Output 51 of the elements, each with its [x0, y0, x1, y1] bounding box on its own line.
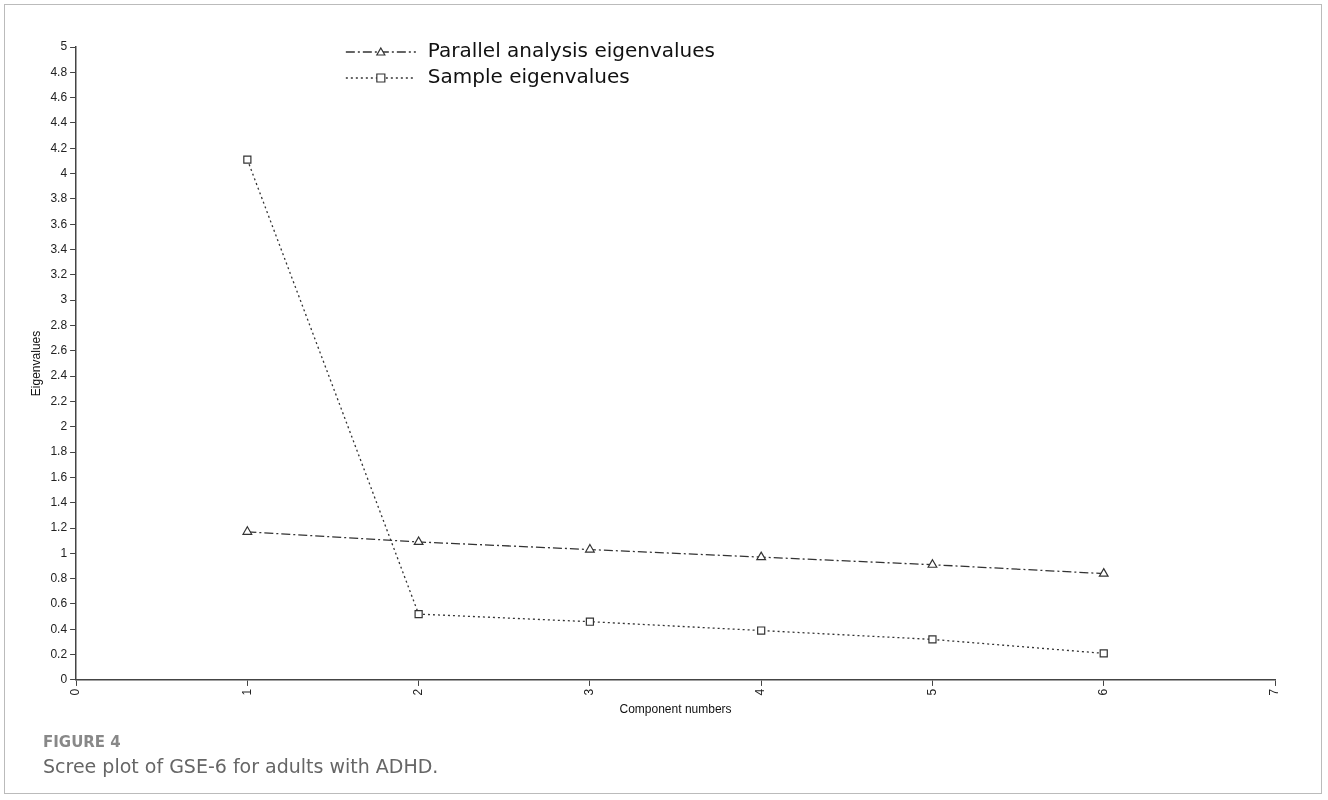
y-tick-label: 2.6 [50, 343, 68, 358]
y-tick-label: 2 [60, 419, 68, 434]
x-tick-label: 4 [753, 688, 768, 696]
y-tick-label: 1.4 [50, 495, 68, 510]
point [756, 551, 767, 561]
y-tick-label: 4.2 [50, 140, 68, 155]
x-tick-label: 5 [924, 688, 939, 696]
y-tick-label: 2.8 [50, 317, 68, 332]
y-tick-label: 1.6 [50, 469, 68, 484]
x-tick-label: 6 [1096, 688, 1111, 696]
y-tick-label: 1 [60, 545, 68, 560]
text: Scree plot of GSE-6 for adults with ADHD. [43, 755, 439, 777]
y-tick-label: 3.2 [50, 267, 68, 282]
x-tick-label: 7 [1267, 688, 1282, 696]
legend-label: Sample eigenvalues [427, 64, 630, 89]
y-tick-label: 4.8 [50, 64, 68, 79]
y-tick-label: 0.2 [50, 646, 68, 661]
point [1099, 649, 1108, 658]
y-tick-label: 3.6 [50, 216, 68, 231]
point [757, 626, 766, 635]
point [243, 155, 252, 164]
y-tick-label: 2.2 [50, 393, 68, 408]
point [414, 609, 423, 619]
y-tick-label: 4.4 [50, 115, 68, 130]
y-tick-label: 0.8 [50, 570, 68, 585]
caption: FIGURE 4 [43, 733, 122, 751]
x-tick-label: 1 [239, 688, 254, 696]
y-tick-label: 0.4 [50, 621, 68, 636]
y-tick-label: 3.8 [50, 191, 68, 206]
point [584, 543, 595, 553]
x-axis-title: Component numbers [619, 702, 732, 717]
point [585, 617, 595, 626]
x-tick-label: 2 [410, 688, 425, 696]
y-tick-label: 2.4 [50, 368, 68, 383]
point [928, 635, 937, 644]
y-tick-label: 4 [60, 165, 68, 180]
x-tick-label: 0 [68, 688, 83, 696]
y-tick-label: 3.4 [50, 241, 68, 256]
y-tick-label: 5 [60, 39, 68, 54]
point [242, 526, 253, 535]
y-tick-label: 0.6 [50, 596, 68, 611]
y-tick-label: 1.2 [50, 520, 68, 535]
y-tick-label: 1.8 [50, 444, 68, 459]
y-axis-title: Eigenvalues [28, 330, 43, 397]
point [927, 559, 938, 568]
x-tick-label: 3 [582, 688, 597, 696]
point [1098, 568, 1109, 577]
y-tick-label: 4.6 [50, 89, 68, 104]
legend-label: Parallel analysis eigenvalues [427, 38, 715, 63]
point [413, 536, 424, 546]
y-tick-label: 3 [60, 292, 68, 307]
